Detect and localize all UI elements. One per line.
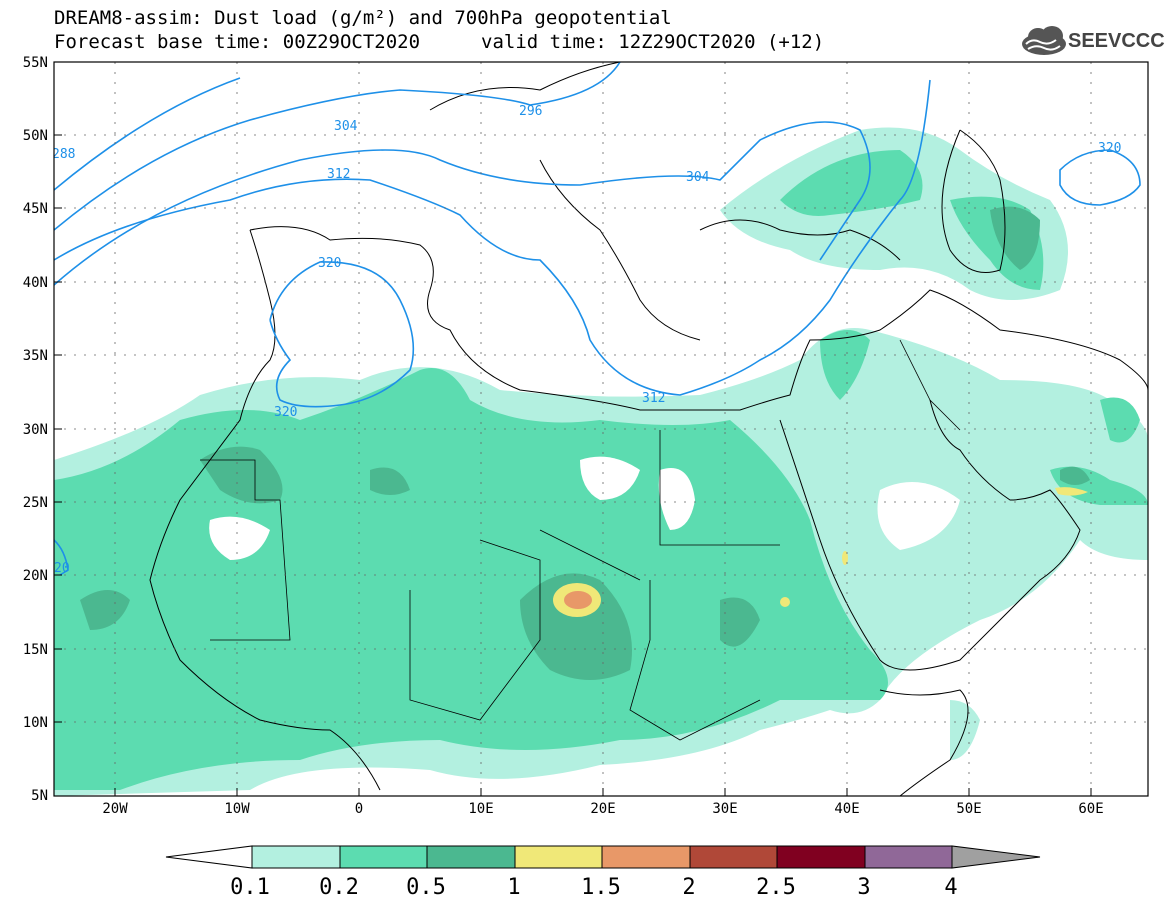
lon-label: 10W [224,801,250,817]
colorbar-segment [514,845,603,869]
contour-label-296: 296 [519,104,542,119]
colorbar-labels: 0.1 0.2 0.5 1 1.5 2 2.5 3 4 [230,875,958,900]
map-frame [53,61,1149,797]
lat-label: 35N [23,348,48,364]
coastlines [149,62,1148,796]
lat-label: 30N [23,422,48,438]
contour-label-304a: 304 [334,119,358,134]
colorbar-label: 2.5 [756,875,796,900]
longitude-labels: 20W 10W 0 10E 20E 30E 40E 50E 60E [102,801,1103,817]
seevccc-logo-text: SEEVCCC [1068,30,1165,52]
lat-label: 5N [31,788,48,804]
contour-label-288: 288 [52,147,75,162]
contour-label-312b: 312 [642,391,665,406]
lon-label: 0 [355,801,363,817]
colorbar [165,845,1041,869]
lat-label: 55N [23,55,48,71]
lat-label: 25N [23,495,48,511]
contour-labels: 288 296 304 304 312 312 320 320 320 20 [52,104,1121,576]
colorbar-segment [339,845,428,869]
colorbar-segment [776,845,866,869]
lat-label: 50N [23,128,48,144]
valid-time: valid time: 12Z29OCT2020 (+12) [481,31,825,53]
colorbar-label: 2 [682,875,695,900]
dust-region-medium [54,150,1148,790]
dust-hotspot-gulf [1055,487,1088,496]
colorbar-label: 0.2 [319,875,359,900]
lon-label: 40E [834,801,859,817]
colorbar-label: 3 [857,875,870,900]
seevccc-cloud-icon [1022,26,1066,55]
lon-label: 60E [1078,801,1103,817]
lon-label: 20W [102,801,128,817]
contour-label-304b: 304 [686,170,710,185]
lat-label: 10N [23,715,48,731]
lat-label: 45N [23,201,48,217]
dust-hotspot-yellow [553,583,601,617]
contour-label-20: 20 [54,561,70,576]
colorbar-label: 1 [507,875,520,900]
colorbar-low-arrow [165,845,253,869]
forecast-base-time: Forecast base time: 00Z29OCT2020 [54,31,421,53]
lat-label: 20N [23,568,48,584]
tick-marks [54,134,1092,796]
latitude-labels: 55N 50N 45N 40N 35N 30N 25N 20N 15N 10N … [23,55,48,804]
country-borders [200,339,961,741]
contour-label-320c: 320 [1098,141,1121,156]
colorbar-segment [251,845,341,869]
contour-label-320b: 320 [274,405,297,420]
contour-label-312a: 312 [327,167,350,182]
colorbar-label: 4 [944,875,957,900]
dust-hotspot-orange [564,591,592,609]
colorbar-label: 1.5 [581,875,621,900]
contour-label-320a: 320 [318,256,341,271]
lat-label: 40N [23,275,48,291]
lon-label: 20E [590,801,615,817]
lat-label: 15N [23,642,48,658]
map-title: DREAM8-assim: Dust load (g/m²) and 700hP… [54,7,672,29]
colorbar-segment [426,845,516,869]
colorbar-high-arrow [951,845,1041,869]
geopotential-contours [54,62,1141,576]
lon-label: 30E [712,801,737,817]
dust-region-light [54,127,1148,796]
colorbar-segment [601,845,691,869]
dust-hotspot-redsea [842,551,848,565]
colorbar-segment [689,845,778,869]
colorbar-label: 0.1 [230,875,270,900]
clear-regions [209,456,960,560]
colorbar-segment [864,845,953,869]
lon-label: 10E [468,801,493,817]
colorbar-label: 0.5 [406,875,446,900]
lon-label: 50E [956,801,981,817]
dust-region-heavy [80,206,1090,680]
graticule [54,62,1148,796]
dust-hotspot-small [780,597,790,607]
